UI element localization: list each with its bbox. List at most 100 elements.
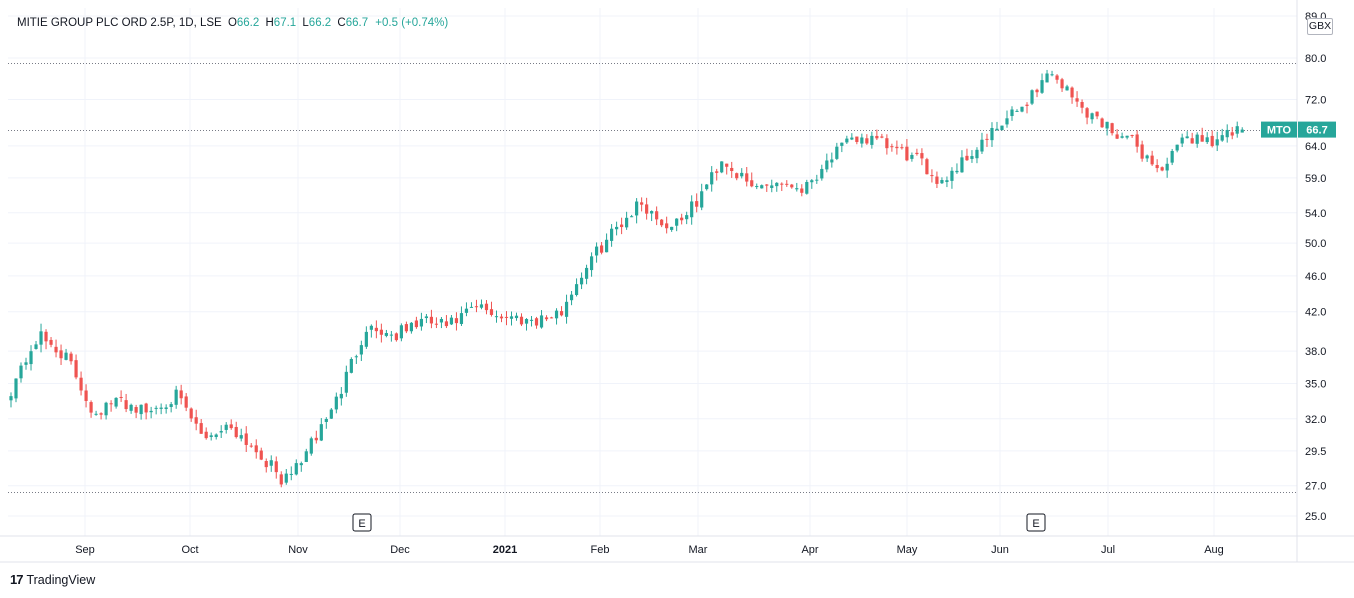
candle	[379, 323, 383, 343]
candle-body	[119, 396, 123, 398]
candle-body	[1075, 98, 1079, 102]
candlestick-series	[9, 69, 1244, 488]
candle-body	[1130, 135, 1134, 137]
candle	[74, 354, 78, 380]
candle-body	[845, 138, 849, 143]
price-tag-value: 66.7	[1306, 125, 1327, 137]
candle-body	[544, 317, 549, 320]
candle	[875, 129, 879, 141]
change-value: +0.5 (+0.74%)	[375, 17, 449, 29]
candle	[1055, 74, 1059, 84]
candle	[675, 218, 679, 232]
candle-body	[660, 219, 664, 226]
candle-body	[319, 424, 323, 441]
candle-body	[810, 180, 814, 183]
candle	[870, 131, 874, 149]
candle-body	[1220, 135, 1224, 141]
candle-body	[389, 334, 393, 336]
close-value: 66.7	[345, 17, 369, 29]
candle-body	[359, 345, 363, 355]
candle	[1215, 131, 1219, 152]
candle	[134, 404, 138, 419]
candle	[294, 459, 298, 476]
candle	[109, 400, 113, 412]
y-tick-label: 59.0	[1305, 173, 1326, 185]
candle-body	[935, 176, 939, 184]
candle-body	[294, 463, 298, 475]
candle-body	[900, 147, 904, 149]
candle	[174, 385, 178, 409]
candle	[129, 403, 133, 414]
candle-body	[745, 173, 749, 182]
candle	[434, 317, 439, 329]
candle-body	[1100, 118, 1104, 128]
candle	[855, 136, 859, 145]
candle-body	[1040, 80, 1044, 93]
candle-body	[229, 424, 233, 429]
candle	[79, 371, 83, 396]
candle-body	[369, 325, 373, 330]
candle-body	[1145, 155, 1149, 159]
candle	[1125, 135, 1129, 140]
candle-body	[630, 216, 634, 218]
candle	[970, 150, 974, 163]
candle	[1190, 132, 1194, 144]
candle-body	[710, 172, 714, 185]
candle	[369, 324, 373, 338]
candle	[584, 264, 589, 285]
candle	[59, 344, 63, 365]
candle-body	[1050, 74, 1054, 76]
high-value: 67.1	[273, 17, 297, 29]
candle-body	[244, 433, 248, 445]
price-level-lines	[8, 63, 1297, 493]
candle	[499, 313, 504, 323]
earnings-event-marker[interactable]: E	[1026, 513, 1046, 532]
candle-body	[504, 316, 509, 318]
candle	[885, 134, 889, 155]
candle	[700, 183, 704, 211]
candle-body	[1180, 137, 1184, 144]
candle	[1130, 134, 1134, 138]
candle	[54, 339, 58, 358]
candle-body	[1080, 102, 1084, 108]
candle	[364, 326, 368, 349]
candle-body	[34, 344, 38, 349]
candle-body	[574, 284, 579, 295]
currency-button[interactable]: GBX	[1307, 18, 1333, 35]
tradingview-brand: TradingView	[26, 572, 96, 587]
candle	[950, 167, 954, 189]
candle	[830, 152, 834, 168]
candle-body	[179, 390, 183, 399]
candle-body	[1015, 110, 1019, 112]
candle-body	[199, 423, 203, 434]
symbol-tag-label: MTO	[1267, 125, 1292, 137]
candle-body	[770, 185, 774, 188]
candle-body	[780, 183, 784, 185]
earnings-event-marker[interactable]: E	[352, 513, 372, 532]
candle	[1020, 106, 1024, 113]
candle	[589, 252, 594, 277]
candle-body	[975, 149, 979, 159]
candle-body	[444, 321, 449, 327]
candle-body	[64, 352, 68, 360]
candle	[645, 197, 649, 220]
candle-body	[905, 146, 909, 161]
candle-body	[449, 317, 454, 325]
candle	[635, 198, 639, 224]
candle-body	[109, 403, 113, 405]
candle-body	[174, 389, 178, 405]
tradingview-attribution[interactable]: 17 TradingView	[10, 572, 95, 587]
candle-body	[84, 390, 88, 401]
candle-body	[670, 226, 674, 230]
y-tick-label: 54.0	[1305, 208, 1326, 220]
candle	[539, 310, 544, 329]
candle-body	[494, 316, 499, 318]
candle	[159, 403, 163, 415]
candle-body	[1195, 134, 1199, 144]
candle-body	[549, 317, 554, 319]
candle-body	[715, 171, 719, 173]
candle	[394, 332, 398, 342]
candle	[690, 195, 694, 225]
candle-body	[1160, 167, 1164, 171]
